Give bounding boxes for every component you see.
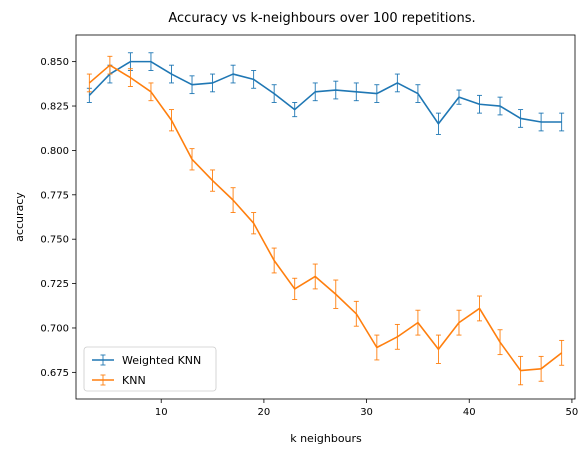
y-tick-label: 0.725 — [40, 279, 69, 290]
plot-lines — [86, 52, 565, 386]
legend-box — [83, 346, 217, 392]
x-tick-label: 40 — [463, 407, 476, 418]
series-line — [88, 64, 563, 372]
y-tick-label: 0.675 — [40, 368, 69, 379]
y-tick-label: 0.750 — [40, 235, 69, 246]
legend-label: KNN — [122, 374, 146, 387]
y-tick-label: 0.800 — [40, 146, 69, 157]
x-tick-label: 20 — [258, 407, 271, 418]
chart-title: Accuracy vs k-neighbours over 100 repeti… — [168, 11, 475, 26]
legend-label: Weighted KNN — [122, 354, 201, 367]
series-line — [88, 60, 562, 125]
plot-frame — [75, 34, 576, 400]
x-axis-label: k neighbours — [290, 432, 362, 445]
x-tick-label: 50 — [566, 407, 579, 418]
legend: Weighted KNN KNN — [83, 346, 217, 392]
y-tick-label: 0.775 — [40, 190, 69, 201]
y-tick-label: 0.850 — [40, 57, 69, 68]
x-tick-label: 10 — [155, 407, 168, 418]
x-tick-label: 30 — [360, 407, 373, 418]
y-axis-label: accuracy — [13, 192, 26, 242]
series-knn — [86, 55, 565, 386]
series-weighted-knn — [86, 52, 565, 135]
y-axis: 0.675 0.700 0.725 0.750 0.775 0.800 0.825 0.850 — [40, 57, 76, 379]
x-axis: 10 20 30 40 50 — [155, 399, 578, 418]
y-tick-label: 0.700 — [40, 323, 69, 334]
y-tick-label: 0.825 — [40, 102, 69, 113]
